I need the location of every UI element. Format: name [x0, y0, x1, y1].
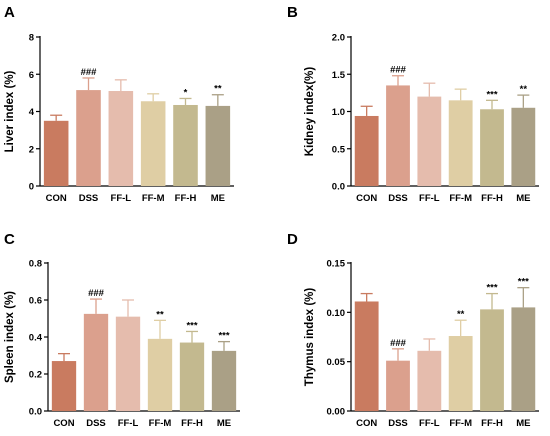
y-axis-label: Thymus index (%) — [304, 288, 316, 387]
significance-marker: ** — [457, 309, 465, 320]
y-tick-label: 6 — [29, 70, 34, 81]
y-tick-label: 2 — [29, 144, 34, 155]
bar-ff-m — [140, 101, 166, 186]
y-tick-label: 0.10 — [327, 308, 346, 319]
x-category-label: DSS — [79, 193, 99, 204]
chart-panel-c: C 0.0 0.2 0.4 0.6 0.8 Spleen index (%) CON ### DS… — [4, 231, 240, 429]
significance-marker: ### — [88, 288, 105, 299]
bar-con — [354, 115, 379, 186]
bar-con — [354, 301, 379, 411]
x-category-label: ME — [217, 418, 231, 429]
y-axis-label: Spleen index (%) — [4, 291, 16, 383]
bar-dss — [76, 90, 101, 186]
bar-con — [51, 361, 77, 411]
x-category-label: FF-H — [481, 418, 503, 429]
bar-dss — [83, 313, 109, 411]
bar-ff-l — [108, 91, 134, 186]
x-category-label: CON — [53, 418, 74, 429]
x-category-label: FF-M — [149, 418, 172, 429]
panel-letter: A — [4, 4, 15, 21]
x-category-label: FF-M — [449, 418, 472, 429]
bar-dss — [386, 85, 410, 186]
y-tick-label: 0.4 — [29, 333, 43, 344]
y-tick-label: 0.2 — [29, 370, 42, 381]
y-tick-label: 0.05 — [327, 357, 346, 368]
bar-ff-m — [448, 336, 473, 411]
y-tick-label: 1.5 — [332, 70, 346, 81]
significance-marker: ### — [390, 338, 407, 349]
y-tick-label: 4 — [29, 107, 35, 118]
bar-con — [43, 120, 69, 186]
y-tick-label: 0.6 — [29, 296, 42, 307]
bar-ff-h — [480, 309, 504, 411]
x-category-label: FF-H — [481, 193, 503, 204]
x-category-label: FF-L — [419, 418, 440, 429]
bar-ff-h — [173, 104, 198, 186]
y-tick-label: 0 — [29, 182, 34, 193]
bar-ff-l — [115, 316, 141, 411]
x-category-label: CON — [356, 193, 377, 204]
x-category-label: FF-L — [111, 193, 132, 204]
bar-ff-h — [179, 342, 205, 411]
panel-letter: B — [287, 4, 298, 21]
y-axis-label: Kidney index(%) — [304, 67, 316, 157]
significance-marker: ** — [520, 84, 528, 95]
bar-ff-m — [147, 338, 173, 411]
significance-marker: ** — [156, 309, 164, 320]
significance-marker: *** — [518, 277, 529, 288]
bar-ff-m — [448, 100, 473, 186]
x-category-label: FF-H — [181, 418, 203, 429]
significance-marker: *** — [486, 89, 497, 100]
chart-panel-b: B 0.0 0.5 1.0 1.5 2.0 Kidney index(%) CON ### DSS… — [287, 4, 539, 204]
x-category-label: FF-L — [419, 193, 440, 204]
y-tick-label: 8 — [29, 33, 34, 44]
bar-ff-l — [417, 96, 442, 186]
y-tick-label: 0.15 — [327, 259, 346, 270]
significance-marker: ** — [214, 84, 222, 95]
significance-marker: * — [184, 87, 188, 98]
bar-me — [511, 107, 536, 186]
bar-me — [211, 350, 237, 411]
x-category-label: DSS — [86, 418, 106, 429]
y-tick-label: 0.5 — [332, 144, 346, 155]
bar-ff-l — [417, 350, 442, 411]
y-tick-label: 2.0 — [332, 33, 345, 44]
panel-letter: D — [287, 231, 298, 248]
x-category-label: CON — [356, 418, 377, 429]
y-tick-label: 1.0 — [332, 107, 345, 118]
bar-ff-h — [480, 109, 504, 186]
significance-marker: *** — [486, 283, 497, 294]
significance-marker: *** — [218, 331, 229, 342]
x-category-label: FF-L — [118, 418, 139, 429]
x-category-label: FF-M — [449, 193, 472, 204]
x-category-label: ME — [516, 193, 530, 204]
x-category-label: DSS — [388, 193, 408, 204]
x-category-label: CON — [46, 193, 67, 204]
bar-me — [205, 105, 231, 186]
x-category-label: ME — [211, 193, 225, 204]
y-tick-label: 0.0 — [29, 407, 42, 418]
panel-letter: C — [4, 231, 15, 248]
y-tick-label: 0.8 — [29, 259, 42, 270]
significance-marker: ### — [81, 67, 98, 78]
y-tick-label: 0.00 — [327, 407, 346, 418]
y-tick-label: 0.0 — [332, 182, 345, 193]
significance-marker: *** — [186, 320, 197, 331]
chart-panel-d: D 0.00 0.05 0.10 0.15 Thymus index (%) CON ### D… — [287, 231, 539, 429]
bar-dss — [386, 360, 410, 411]
chart-panel-a: A 0 2 4 6 8 Liver index (%) CON ### DSS FF-L FF-M * F… — [4, 4, 234, 204]
bar-me — [511, 307, 536, 411]
significance-marker: ### — [390, 65, 407, 76]
x-category-label: ME — [516, 418, 530, 429]
x-category-label: FF-M — [142, 193, 165, 204]
x-category-label: DSS — [388, 418, 408, 429]
x-category-label: FF-H — [175, 193, 197, 204]
y-axis-label: Liver index (%) — [4, 70, 16, 152]
